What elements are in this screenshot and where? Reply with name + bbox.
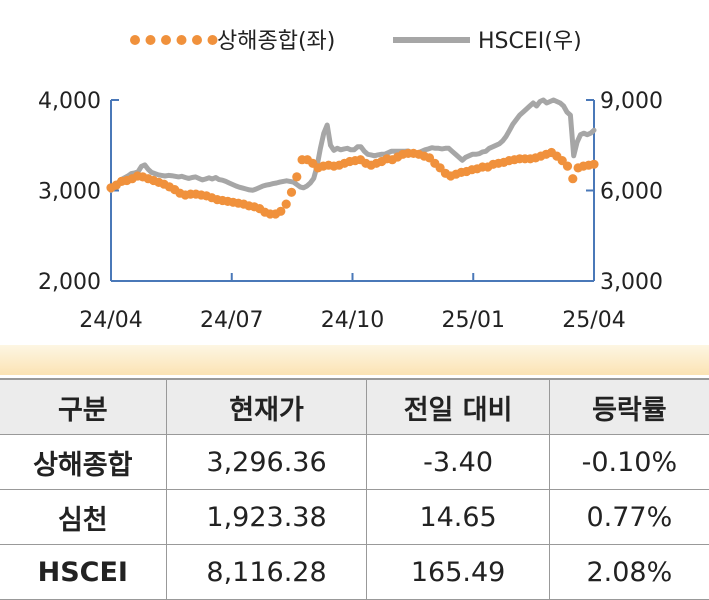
- legend-marker-shanghai: [130, 35, 140, 45]
- y-right-tick-label: 3,000: [600, 270, 663, 295]
- x-tick-label: 24/04: [79, 308, 142, 333]
- legend-marker-shanghai: [161, 35, 171, 45]
- series-point-shanghai: [276, 206, 286, 216]
- series-point-shanghai: [568, 174, 578, 184]
- legend-label-hscei: HSCEI(우): [478, 29, 582, 54]
- row-change: -3.40: [366, 434, 550, 490]
- x-tick-label: 25/04: [562, 308, 625, 333]
- legend-label-shanghai: 상해종합(좌): [217, 29, 335, 54]
- plot-area: [106, 97, 599, 219]
- row-price: 8,116.28: [165, 544, 367, 600]
- row-rate: 0.77%: [548, 489, 709, 545]
- legend-marker-shanghai: [192, 35, 202, 45]
- row-change: 165.49: [366, 544, 550, 600]
- legend-marker-shanghai: [207, 35, 218, 45]
- header-change: 전일 대비: [366, 379, 550, 435]
- table-row: 상해종합 3,296.36 -3.40 -0.10%: [0, 434, 709, 490]
- table-header-row: 구분 현재가 전일 대비 등락률: [0, 379, 709, 435]
- series-point-shanghai: [281, 199, 291, 209]
- index-table: 구분 현재가 전일 대비 등락률 상해종합 3,296.36 -3.40 -0.…: [0, 378, 709, 600]
- header-current-price: 현재가: [165, 379, 367, 435]
- legend-marker-shanghai: [176, 35, 187, 45]
- table-row: HSCEI 8,116.28 165.49 2.08%: [0, 544, 709, 600]
- x-tick-label: 24/10: [321, 308, 384, 333]
- series-point-shanghai: [292, 172, 302, 182]
- legend-item-hscei: HSCEI(우): [393, 29, 582, 54]
- row-rate: -0.10%: [548, 434, 709, 490]
- y-right-tick-label: 9,000: [600, 89, 663, 114]
- series-point-shanghai: [589, 159, 599, 169]
- row-name: 상해종합: [0, 434, 167, 490]
- y-left-tick-label: 4,000: [38, 89, 101, 114]
- x-tick-label: 24/07: [200, 308, 263, 333]
- legend-marker-shanghai: [145, 35, 156, 45]
- row-rate: 2.08%: [548, 544, 709, 600]
- table-row: 심천 1,923.38 14.65 0.77%: [0, 489, 709, 545]
- series-point-shanghai: [562, 161, 573, 171]
- header-category: 구분: [0, 379, 167, 435]
- x-tick-label: 25/01: [442, 308, 505, 333]
- section-divider: [0, 345, 709, 375]
- y-left-tick-label: 3,000: [38, 180, 101, 205]
- row-price: 3,296.36: [165, 434, 367, 490]
- row-name: HSCEI: [0, 544, 167, 600]
- row-price: 1,923.38: [165, 489, 367, 545]
- series-point-shanghai: [286, 187, 297, 197]
- y-right-tick-label: 6,000: [600, 180, 663, 205]
- row-name: 심천: [0, 489, 167, 545]
- y-left-tick-label: 2,000: [38, 270, 101, 295]
- legend: 상해종합(좌) HSCEI(우): [130, 29, 582, 54]
- series-line-hscei: [108, 97, 597, 193]
- chart: 상해종합(좌) HSCEI(우) 2,000 3,000 4,000 3,000 6,0…: [38, 29, 663, 333]
- row-change: 14.65: [366, 489, 550, 545]
- legend-item-shanghai: 상해종합(좌): [130, 29, 335, 54]
- axes: 2,000 3,000 4,000 3,000 6,000 9,000 24/04 24/07…: [38, 89, 663, 333]
- header-change-rate: 등락률: [548, 379, 709, 435]
